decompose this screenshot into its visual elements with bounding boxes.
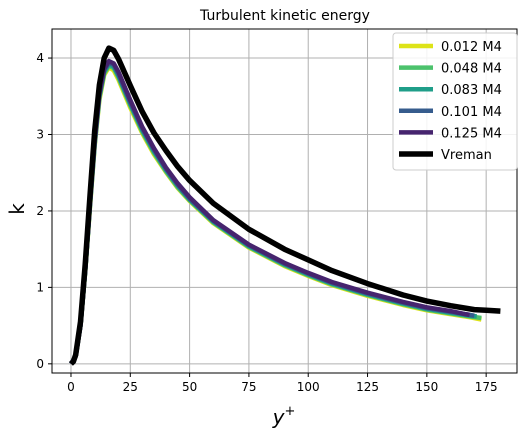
x-axis-label: y+ [272,404,296,429]
x-axis-label-sup: + [284,404,295,419]
y-axis-ticks: 0 1 2 3 4 [36,51,52,371]
legend-label: 0.083 M4 [441,83,502,98]
legend-label: 0.125 M4 [441,126,502,141]
x-tick-label: 150 [415,380,438,394]
plot-frame [51,28,518,374]
x-axis-label-main: y [272,405,286,429]
y-axis-label: k [5,203,29,215]
y-tick-label: 4 [36,51,44,65]
legend: 0.012 M4 0.048 M4 0.083 M4 0.101 M4 0.125 M4… [392,32,518,171]
y-tick-label: 3 [36,127,44,141]
x-axis-ticks: 0 25 50 75 100 125 150 175 [67,373,498,394]
series-lines [69,45,501,366]
y-tick-label: 1 [36,280,44,294]
x-tick-label: 25 [123,380,138,394]
x-tick-label: 125 [356,380,379,394]
y-tick-label: 0 [36,357,44,371]
x-tick-label: 75 [241,380,256,394]
legend-label: 0.048 M4 [441,62,502,77]
legend-label: Vreman [441,148,492,163]
x-tick-label: 50 [182,380,197,394]
legend-label: 0.012 M4 [441,40,502,55]
series-line-6 [69,45,501,366]
x-tick-label: 0 [67,380,75,394]
x-tick-label: 175 [475,380,498,394]
chart-title: Turbulent kinetic energy [199,8,370,24]
x-tick-label: 100 [297,380,320,394]
y-tick-label: 2 [36,204,44,218]
legend-label: 0.101 M4 [441,105,502,120]
